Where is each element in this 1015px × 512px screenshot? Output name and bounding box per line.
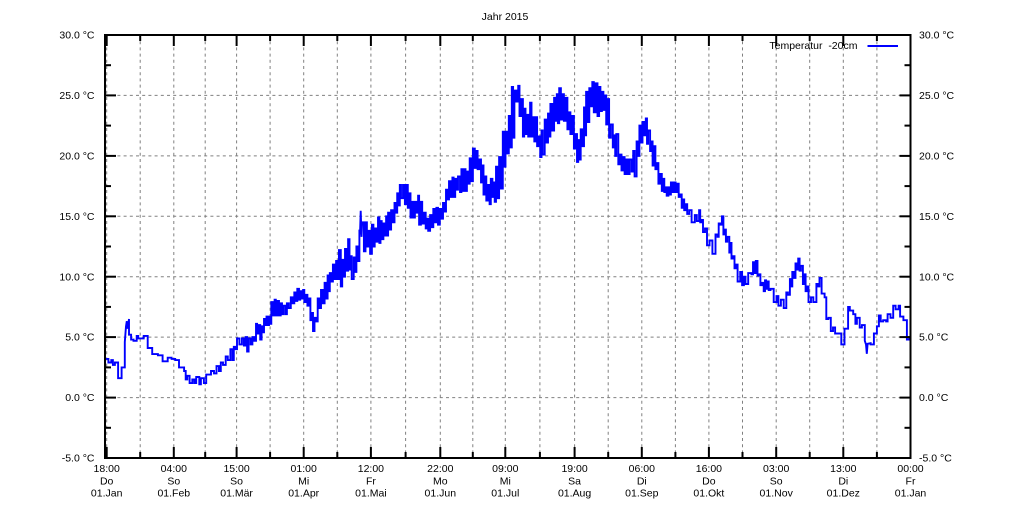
svg-text:Di: Di [838,476,848,488]
svg-text:19:00: 19:00 [561,463,587,475]
svg-text:01.Jul: 01.Jul [491,488,519,500]
svg-text:25.0 °C: 25.0 °C [919,90,955,102]
svg-text:0.0 °C: 0.0 °C [65,392,95,404]
svg-text:25.0 °C: 25.0 °C [59,90,95,102]
svg-text:06:00: 06:00 [629,463,655,475]
svg-text:Mo: Mo [433,476,448,488]
svg-text:30.0 °C: 30.0 °C [919,30,955,42]
svg-text:15.0 °C: 15.0 °C [919,211,955,223]
svg-text:30.0 °C: 30.0 °C [59,30,95,42]
svg-text:15:00: 15:00 [223,463,249,475]
svg-text:10.0 °C: 10.0 °C [919,271,955,283]
svg-text:01.Feb: 01.Feb [157,488,190,500]
svg-text:18:00: 18:00 [94,463,120,475]
svg-text:Do: Do [100,476,114,488]
svg-text:-5.0 °C: -5.0 °C [62,453,95,465]
svg-text:20.0 °C: 20.0 °C [59,151,95,163]
svg-text:01.Apr: 01.Apr [288,488,319,500]
svg-text:Di: Di [637,476,647,488]
svg-text:10.0 °C: 10.0 °C [59,271,95,283]
svg-text:5.0 °C: 5.0 °C [65,332,95,344]
svg-text:22:00: 22:00 [427,463,453,475]
svg-text:04:00: 04:00 [161,463,187,475]
svg-text:So: So [167,476,180,488]
svg-text:03:00: 03:00 [763,463,789,475]
svg-text:15.0 °C: 15.0 °C [59,211,95,223]
svg-text:5.0 °C: 5.0 °C [919,332,949,344]
svg-text:01.Okt: 01.Okt [693,488,724,500]
svg-text:01.Jun: 01.Jun [425,488,457,500]
svg-text:Fr: Fr [906,476,916,488]
svg-text:Jahr 2015: Jahr 2015 [482,11,529,23]
svg-text:Do: Do [702,476,716,488]
svg-text:01.Nov: 01.Nov [760,488,794,500]
svg-text:Mi: Mi [298,476,309,488]
svg-text:Fr: Fr [366,476,376,488]
svg-text:So: So [230,476,243,488]
svg-text:16:00: 16:00 [696,463,722,475]
svg-text:Temperatur -20cm: Temperatur -20cm [769,40,857,52]
svg-text:01.Mai: 01.Mai [355,488,387,500]
svg-text:So: So [770,476,783,488]
svg-text:Sa: Sa [568,476,581,488]
svg-text:0.0 °C: 0.0 °C [919,392,949,404]
svg-text:01.Mär: 01.Mär [220,488,253,500]
svg-text:01.Dez: 01.Dez [827,488,860,500]
svg-text:01.Jan: 01.Jan [895,488,927,500]
svg-text:12:00: 12:00 [358,463,384,475]
svg-text:20.0 °C: 20.0 °C [919,151,955,163]
svg-text:00:00: 00:00 [897,463,923,475]
svg-text:09:00: 09:00 [492,463,518,475]
svg-text:13:00: 13:00 [830,463,856,475]
svg-text:01.Aug: 01.Aug [558,488,591,500]
svg-text:01:00: 01:00 [291,463,317,475]
svg-text:-5.0 °C: -5.0 °C [919,453,952,465]
svg-text:01.Jan: 01.Jan [91,488,123,500]
svg-text:01.Sep: 01.Sep [625,488,658,500]
svg-text:Mi: Mi [500,476,511,488]
